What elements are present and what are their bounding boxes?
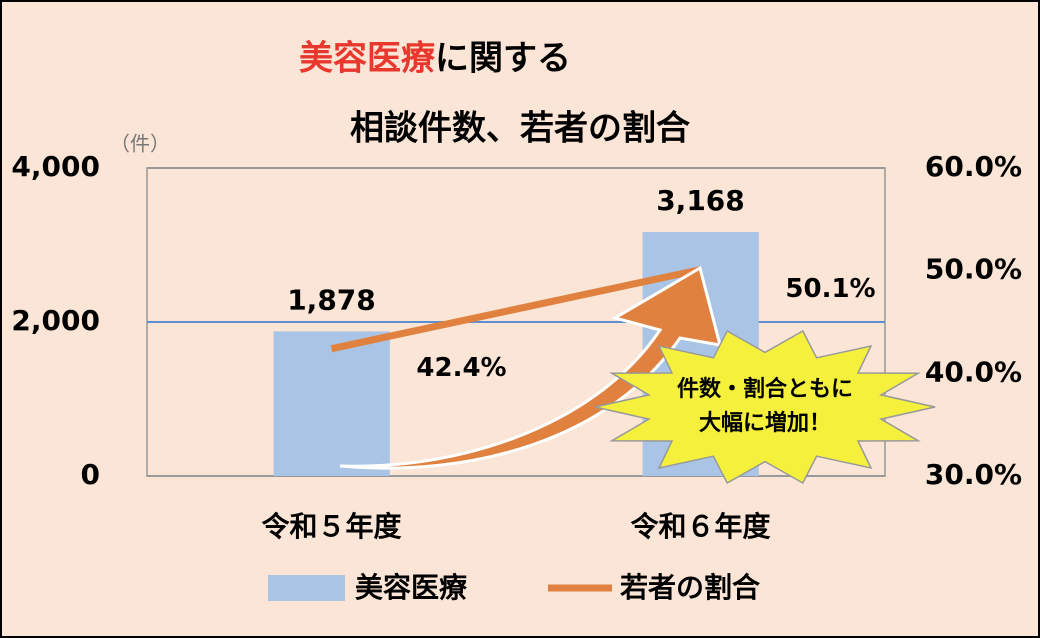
y2-tick-label: 40.0%: [925, 355, 1022, 388]
y-tick-label: 4,000: [11, 150, 100, 183]
chart-title-highlight: 美容医療: [299, 39, 436, 79]
legend-label: 美容医療: [355, 571, 468, 604]
x-tick-label: 令和６年度: [630, 510, 770, 543]
y-tick-label: 0: [81, 458, 100, 491]
legend-label: 若者の割合: [620, 571, 761, 604]
y-unit: （件）: [110, 132, 170, 156]
y2-tick-label: 30.0%: [925, 458, 1022, 491]
trend-arrow: [339, 265, 723, 470]
y2-tick-label: 60.0%: [925, 150, 1022, 183]
data-label: 1,878: [287, 283, 376, 316]
annotation: 大幅に増加！: [699, 410, 831, 436]
line: [330, 266, 702, 353]
chart-title: に関する: [435, 39, 571, 79]
x-tick-label: 令和５年度: [261, 510, 401, 543]
data-label: 3,168: [656, 184, 745, 217]
data-label: 50.1%: [785, 274, 875, 304]
annotation: 件数・割合ともに: [677, 376, 853, 402]
y2-tick-label: 50.0%: [925, 253, 1022, 286]
legend-swatch: [268, 575, 345, 601]
chart-subtitle: 相談件数、若者の割合: [350, 109, 690, 149]
starburst: [594, 329, 936, 485]
bar: [273, 331, 390, 476]
y-tick-label: 2,000: [11, 304, 100, 337]
data-label: 42.4%: [416, 353, 506, 383]
